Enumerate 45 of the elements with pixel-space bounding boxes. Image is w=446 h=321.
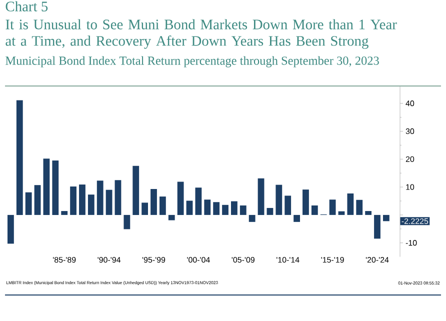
chart-subtitle: Municipal Bond Index Total Return percentage through September 30, 2023 xyxy=(6,56,379,68)
bar xyxy=(79,184,86,215)
bar xyxy=(294,214,300,222)
bar xyxy=(213,202,220,215)
bar xyxy=(132,166,140,215)
bar xyxy=(258,178,264,215)
bar xyxy=(240,205,246,215)
bar xyxy=(177,182,184,215)
bar xyxy=(25,192,32,215)
bar xyxy=(284,196,292,215)
bar xyxy=(159,196,166,215)
bar xyxy=(382,214,390,222)
bar xyxy=(276,184,282,215)
bar xyxy=(88,194,94,215)
bar xyxy=(302,190,309,215)
bar xyxy=(338,211,345,215)
bar xyxy=(16,100,23,215)
bar xyxy=(70,186,76,215)
chart-title: It is Unusual to See Muni Bond Markets Down More than 1 Year at a Time, and Recovery After Down Years Has Been Strong xyxy=(6,19,397,49)
bar xyxy=(186,200,193,215)
bar xyxy=(124,214,130,230)
caption: Chart 5 xyxy=(6,1,48,12)
bar xyxy=(142,202,148,215)
bar xyxy=(8,214,14,244)
bar xyxy=(204,200,211,215)
bar xyxy=(347,193,354,215)
bar xyxy=(266,208,274,215)
bar xyxy=(150,188,157,215)
bar xyxy=(43,158,50,215)
bar xyxy=(311,205,318,215)
bar xyxy=(61,211,68,215)
bar xyxy=(356,200,363,215)
bar xyxy=(248,214,256,222)
bar xyxy=(365,211,372,215)
bar xyxy=(34,185,41,215)
bar xyxy=(52,160,59,215)
bar xyxy=(168,214,175,220)
bar xyxy=(222,204,228,215)
bar xyxy=(114,180,122,215)
bar xyxy=(231,201,238,215)
bar xyxy=(195,188,202,215)
bar xyxy=(329,200,336,215)
bar xyxy=(106,190,112,215)
bar xyxy=(374,214,380,239)
bar xyxy=(96,180,104,215)
